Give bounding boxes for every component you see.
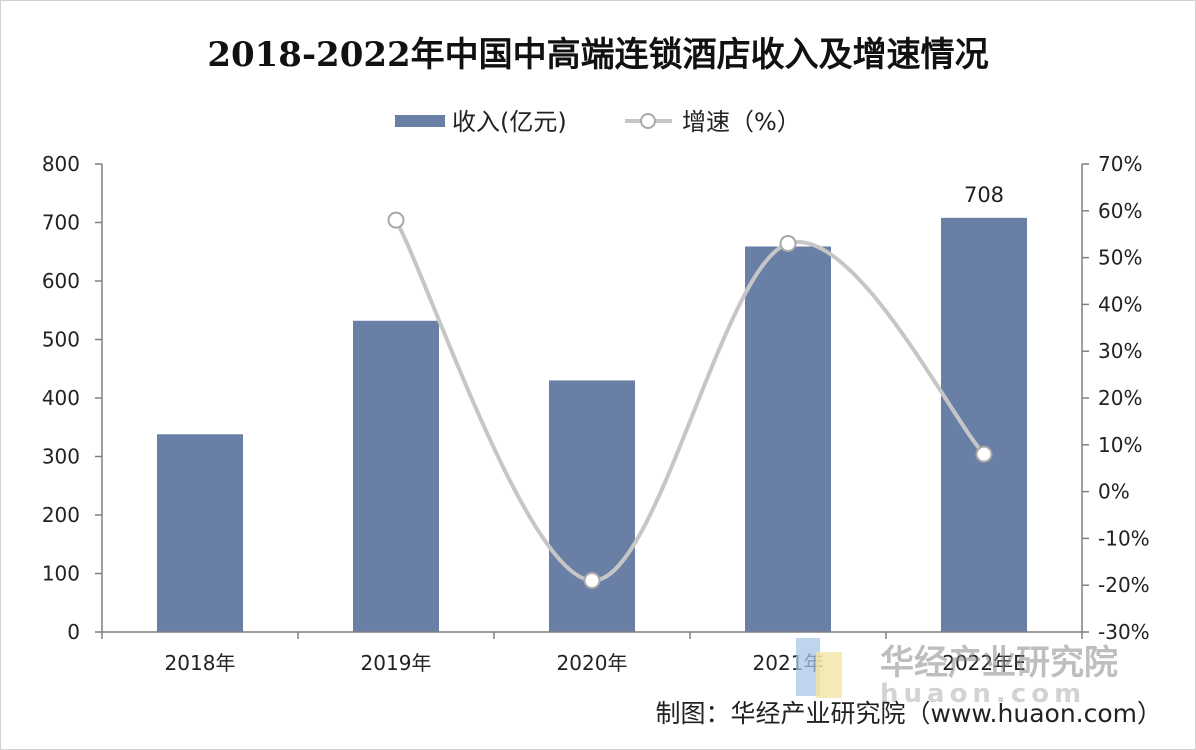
x-tick-label: 2019年 — [361, 651, 432, 675]
bar-series — [157, 217, 1027, 633]
right-tick-label: 70% — [1098, 152, 1142, 176]
left-tick-label: 400 — [42, 386, 80, 410]
right-tick-label: 0% — [1098, 480, 1130, 504]
left-tick-label: 700 — [42, 211, 80, 235]
growth-point-1 — [387, 211, 405, 229]
growth-line-series — [387, 211, 993, 590]
watermark-text: 华经产业研究院 — [880, 643, 1118, 683]
left-tick-label: 0 — [67, 620, 80, 644]
right-tick-label: 20% — [1098, 386, 1142, 410]
legend-bar-label: 收入(亿元) — [452, 108, 567, 136]
right-tick-label: 60% — [1098, 199, 1142, 223]
right-tick-label: 30% — [1098, 339, 1142, 363]
right-tick-label: 10% — [1098, 433, 1142, 457]
left-y-axis: 0 100 200 300 400 500 600 700 800 — [42, 152, 103, 644]
legend: 收入(亿元) 增速（%） — [395, 108, 801, 136]
x-tick-label: 2020年 — [557, 651, 628, 675]
source-note: 制图：华经产业研究院（www.huaon.com） — [656, 699, 1162, 728]
legend-line-marker — [640, 113, 656, 129]
chart-title: 2018-2022年中国中高端连锁酒店收入及增速情况 — [207, 35, 988, 75]
x-tick-label: 2022年E — [942, 651, 1026, 675]
growth-point-2 — [583, 572, 601, 590]
left-tick-label: 100 — [42, 562, 80, 586]
growth-point-4 — [975, 445, 993, 463]
bar-4 — [745, 246, 831, 633]
data-labels: 708 — [964, 183, 1004, 207]
right-tick-label: 50% — [1098, 246, 1142, 270]
watermark-url: huaon.com — [880, 679, 1086, 709]
growth-line — [394, 219, 986, 583]
bar-5 — [941, 217, 1027, 632]
x-tick-label: 2018年 — [165, 651, 236, 675]
right-tick-label: -10% — [1098, 526, 1150, 550]
left-tick-label: 200 — [42, 503, 80, 527]
bar-1 — [157, 434, 243, 632]
bar-2 — [353, 320, 439, 632]
legend-bar-swatch — [395, 115, 445, 127]
left-tick-label: 500 — [42, 328, 80, 352]
right-y-axis: -30% -20% -10% 0% 10% 20% 30% 40% 50% 60% 70% — [1081, 152, 1150, 644]
right-tick-label: -30% — [1098, 620, 1150, 644]
right-tick-label: -20% — [1098, 573, 1150, 597]
growth-point-3 — [779, 235, 797, 253]
left-tick-label: 300 — [42, 445, 80, 469]
watermark-logo-yellow — [816, 652, 842, 698]
watermark: 华经产业研究院 huaon.com — [796, 638, 1118, 709]
left-tick-label: 600 — [42, 269, 80, 293]
data-label: 708 — [964, 183, 1004, 207]
right-tick-label: 40% — [1098, 292, 1142, 316]
legend-line-label: 增速（%） — [682, 108, 801, 136]
left-tick-label: 800 — [42, 152, 80, 176]
bar-3 — [549, 380, 635, 632]
